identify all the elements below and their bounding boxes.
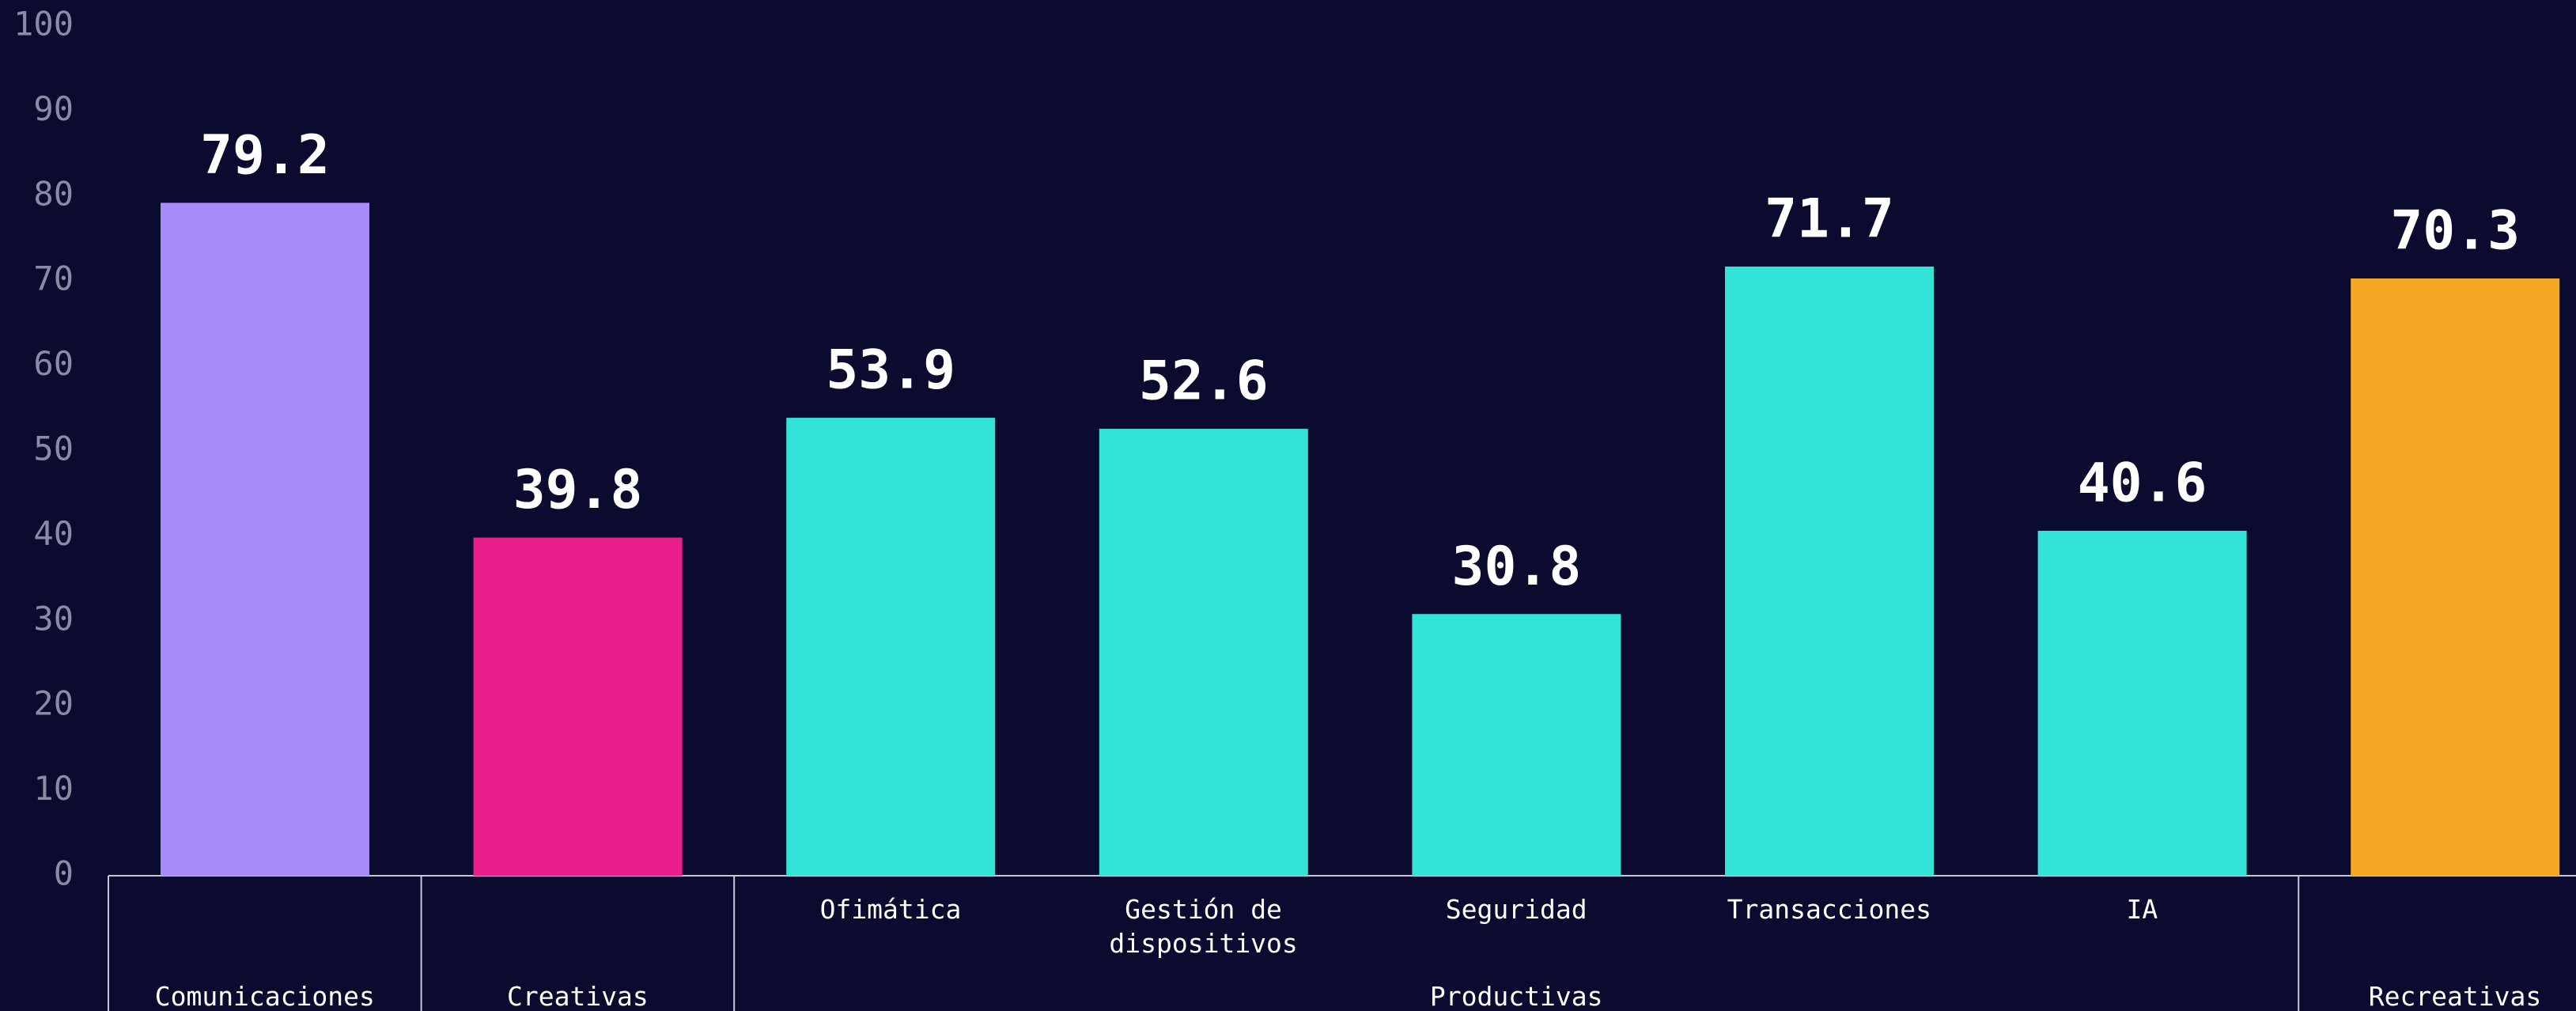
data-label: 39.8 bbox=[513, 459, 643, 521]
x-tick-label: IA bbox=[2126, 894, 2158, 925]
group-label: Creativas bbox=[506, 981, 649, 1011]
y-tick-label: 30 bbox=[33, 599, 74, 638]
y-tick-label: 40 bbox=[33, 514, 74, 553]
bar bbox=[2037, 530, 2247, 876]
y-tick-label: 20 bbox=[33, 684, 74, 723]
y-tick-label: 50 bbox=[33, 430, 74, 468]
y-tick-label: 80 bbox=[33, 174, 74, 213]
y-tick-label: 0 bbox=[54, 854, 74, 893]
group-label: Recreativas bbox=[2368, 981, 2542, 1011]
bar bbox=[161, 203, 369, 877]
data-label: 40.6 bbox=[2078, 452, 2207, 515]
y-tick-label: 100 bbox=[13, 5, 74, 44]
data-label: 52.6 bbox=[1139, 350, 1269, 413]
group-label: Comunicaciones bbox=[154, 981, 375, 1011]
x-tick-label: Ofimática bbox=[819, 894, 962, 925]
y-tick-label: 10 bbox=[33, 769, 74, 808]
x-tick-label: Seguridad bbox=[1445, 894, 1587, 925]
group-label: Productivas bbox=[1429, 981, 1603, 1011]
data-label: 70.3 bbox=[2390, 200, 2520, 263]
bar bbox=[1725, 266, 1934, 876]
y-tick-label: 60 bbox=[33, 344, 74, 383]
bar bbox=[786, 418, 996, 876]
data-label: 30.8 bbox=[1452, 536, 1582, 598]
data-label: 71.7 bbox=[1765, 187, 1894, 250]
y-tick-label: 70 bbox=[33, 259, 74, 298]
data-label: 79.2 bbox=[200, 124, 330, 187]
x-tick-label: Gestión de dispositivos bbox=[1109, 894, 1298, 959]
data-label: 53.9 bbox=[826, 339, 955, 402]
x-tick-label: Transacciones bbox=[1727, 894, 1931, 925]
bar bbox=[1099, 429, 1308, 876]
bar bbox=[2351, 278, 2560, 876]
bar bbox=[473, 537, 683, 876]
y-tick-label: 90 bbox=[33, 89, 74, 128]
bar bbox=[1412, 614, 1621, 876]
